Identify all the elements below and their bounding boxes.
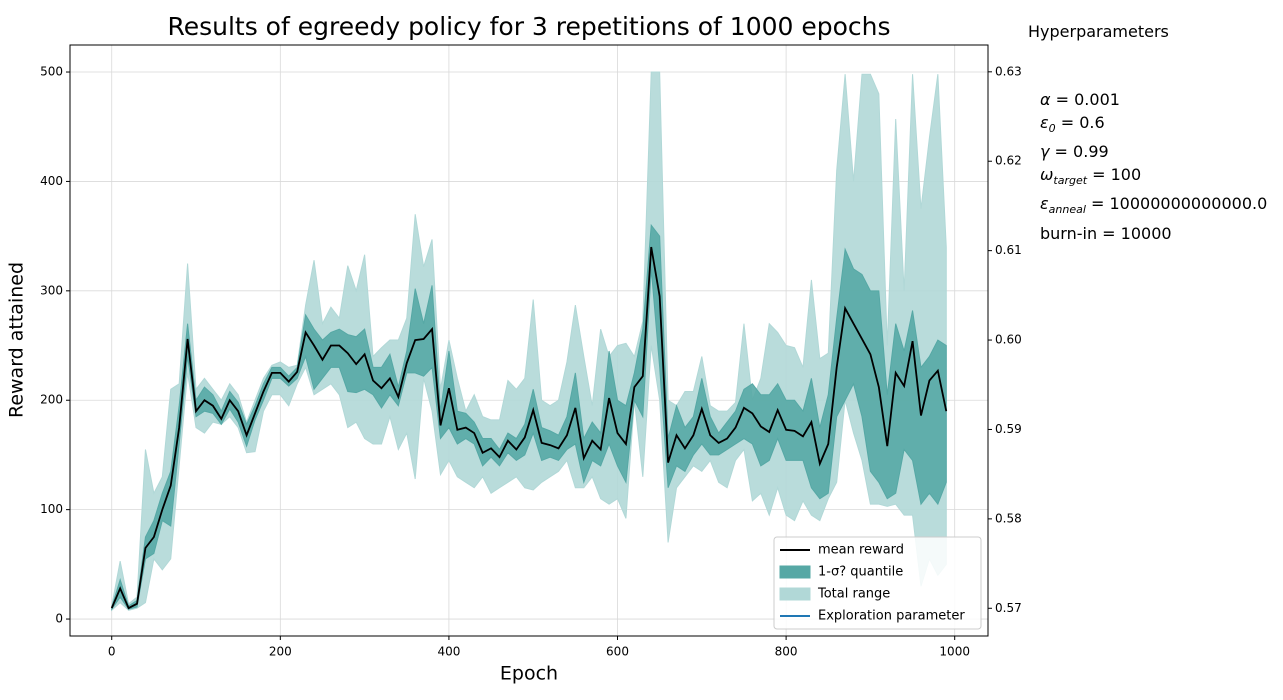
band xyxy=(111,71,947,612)
x-tick-label: 0 xyxy=(108,645,116,659)
y-tick-label: 100 xyxy=(40,502,63,516)
hyperparameter-symbol: α xyxy=(1040,90,1051,109)
y2-tick-label: 0.57 xyxy=(995,601,1022,615)
y-tick-label: 400 xyxy=(40,174,63,188)
y-tick-label: 200 xyxy=(40,393,63,407)
y2-tick-label: 0.59 xyxy=(995,422,1022,436)
y2-tick-label: 0.61 xyxy=(995,243,1022,257)
y2-tick-label: 0.63 xyxy=(995,64,1022,78)
hyperparameter-symbol: γ xyxy=(1040,142,1050,162)
x-tick-label: 400 xyxy=(437,645,460,659)
line xyxy=(110,246,948,610)
legend-label: 1-σ? quantile xyxy=(818,565,903,580)
hyperparameter: burn-in = 10000 xyxy=(1040,222,1267,245)
hyperparameter-symbol: ω xyxy=(1040,165,1054,185)
legend-swatch xyxy=(779,565,811,579)
hyperparameter-sub: 0 xyxy=(1048,122,1056,136)
x-tick-label: 200 xyxy=(269,645,292,659)
x-tick-label: 600 xyxy=(606,645,629,659)
legend: mean reward 1-σ? quantile Total range Explo… xyxy=(773,536,982,630)
hyperparameter-value: = 0.6 xyxy=(1055,113,1105,132)
hyperparameter: γ = 0.99 xyxy=(1040,140,1267,163)
hyperparameter-value: = 0.001 xyxy=(1050,90,1120,109)
hyperparameter-symbol: ε xyxy=(1040,194,1049,214)
y2-tick-label: 0.62 xyxy=(995,154,1022,168)
hyperparameters-title: Hyperparameters xyxy=(1028,22,1169,41)
hyperparameters: Hyperparameters α = 0.001 ε0 = 0.6 γ = 0.9… xyxy=(1028,20,1267,245)
hyperparameter: ωtarget = 100 xyxy=(1040,163,1267,192)
plot-frame xyxy=(69,44,989,637)
x-tick-label: 800 xyxy=(775,645,798,659)
legend-box xyxy=(773,536,982,630)
x-axis-label: Epoch xyxy=(500,663,558,685)
hyperparameter: ε0 = 0.6 xyxy=(1040,111,1267,140)
hyperparameter-sub: anneal xyxy=(1048,203,1086,217)
hyperparameter-sub: target xyxy=(1053,174,1088,188)
hyperparameter-value: = 0.99 xyxy=(1049,142,1109,162)
legend-swatch xyxy=(779,587,811,601)
y-tick-label: 500 xyxy=(40,65,63,79)
y-tick-label: 300 xyxy=(40,283,63,297)
y-axis-label: Reward attained xyxy=(6,262,28,418)
legend-label: Total range xyxy=(817,587,890,602)
legend-label: mean reward xyxy=(818,543,904,558)
hyperparameter: εanneal = 10000000000000.0 xyxy=(1040,192,1267,221)
hyperparameter-symbol: ε xyxy=(1040,113,1049,132)
hyperparameter-value: = 100 xyxy=(1087,165,1142,185)
y2-tick-label: 0.58 xyxy=(995,511,1022,525)
chart-title: Results of egreedy policy for 3 repetiti… xyxy=(167,12,890,41)
hyperparameter-value: = 10000 xyxy=(1097,223,1172,243)
hyperparameter-value: = 10000000000000.0 xyxy=(1085,194,1268,214)
hyperparameter-symbol: burn-in xyxy=(1040,223,1098,243)
y-tick-label: 0 xyxy=(55,612,63,626)
y2-tick-label: 0.60 xyxy=(995,333,1022,347)
band xyxy=(111,223,947,611)
x-tick-label: 1000 xyxy=(939,645,970,659)
hyperparameter: α = 0.001 xyxy=(1040,88,1267,111)
legend-label: Exploration parameter xyxy=(818,609,965,624)
